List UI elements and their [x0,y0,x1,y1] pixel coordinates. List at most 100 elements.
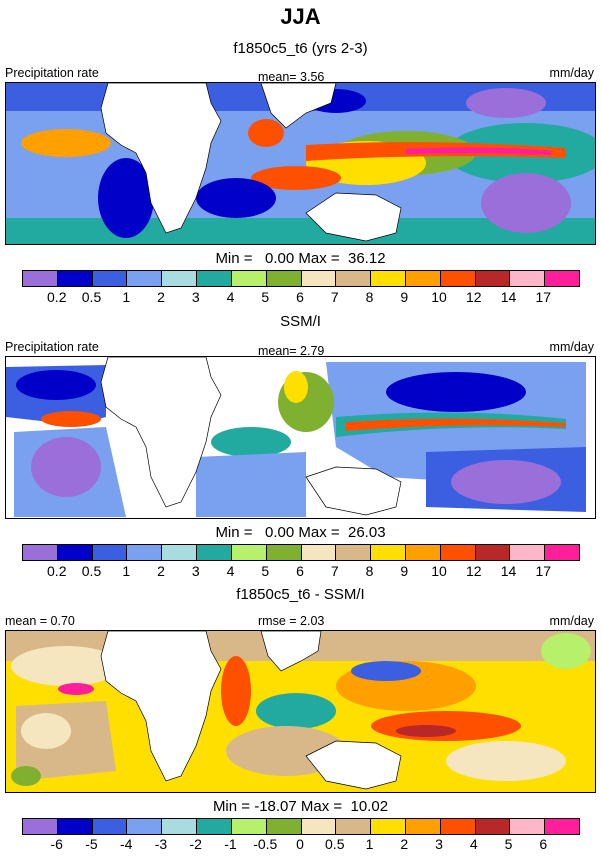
panel1-map [5,82,596,245]
panel1-subtitle: f1850c5_t6 (yrs 2-3) [233,40,368,57]
colorbar-tick-label: -1 [224,836,237,852]
colorbar-tick-label: 10 [431,289,447,305]
panel3-rmse-label: rmse = 2.03 [258,614,325,628]
colorbar-tick-label: 14 [500,289,517,305]
panel1-map-graphic [6,83,595,244]
colorbar-swatch [57,271,93,286]
colorbar-swatch [57,545,93,560]
panel3-subtitle: f1850c5_t6 - SSM/I [236,586,365,603]
colorbar-tick-label: 1 [365,836,374,852]
colorbar-tick-label: 17 [535,289,552,305]
panel3-minmax: Min = -18.07 Max = 10.02 [212,798,389,815]
colorbar-tick-label: 1 [122,563,131,579]
colorbar-tick-label: 2 [157,563,165,579]
colorbar-tick-label: 6 [539,836,548,852]
panel2-minmax: Min = 0.00 Max = 26.03 [215,524,386,541]
colorbar-tick-label: 4 [469,836,478,852]
colorbar-swatch [440,271,476,286]
colorbar-swatch [197,545,232,560]
colorbar-tick-label: 0.2 [47,289,67,305]
colorbar-swatch [475,545,511,560]
colorbar-swatch [336,545,372,560]
panel1-colorbar [22,270,580,287]
colorbar-swatch [266,819,302,834]
colorbar-swatch [92,271,128,286]
panel1-units: mm/day [549,66,594,80]
colorbar-swatch [301,819,337,834]
colorbar-tick-label: 3 [191,289,200,305]
colorbar-swatch [127,819,163,834]
colorbar-tick-label: 9 [400,289,409,305]
colorbar-tick-label: 7 [330,563,339,579]
panel3-colorbar-ticks: -6 -5 -4 -3 -2 -1 -0.5 0 0.5 1 2 3 4 5 6 [22,836,578,854]
colorbar-swatch [162,819,198,834]
colorbar-swatch [440,545,476,560]
colorbar-swatch [127,271,163,286]
colorbar-swatch [336,819,372,834]
colorbar-tick-label: 3 [435,836,443,852]
panel2-map [5,356,596,519]
colorbar-swatch [510,819,546,834]
colorbar-swatch [301,545,337,560]
colorbar-swatch [475,271,511,286]
colorbar-swatch [510,271,546,286]
colorbar-swatch [301,271,337,286]
colorbar-swatch [266,271,302,286]
panel2-colorbar-ticks: 0.2 0.5 1 2 3 4 5 6 7 8 9 10 12 14 17 [22,563,578,581]
colorbar-tick-label: -5 [85,836,98,852]
colorbar-tick-label: 0.2 [47,563,67,579]
panel1-minmax: Min = 0.00 Max = 36.12 [215,250,386,267]
colorbar-tick-label: 12 [465,289,482,305]
panel2-left-label: Precipitation rate [5,340,99,354]
colorbar-tick-label: 0.5 [81,289,102,305]
panel1-mean-label: mean= 3.56 [258,70,325,84]
colorbar-tick-label: 3 [191,563,200,579]
colorbar-swatch [92,819,128,834]
colorbar-tick-label: 8 [365,563,374,579]
panel2-units: mm/day [549,340,594,354]
colorbar-tick-label: 2 [157,289,165,305]
colorbar-tick-label: 5 [504,836,513,852]
colorbar-swatch [197,819,232,834]
colorbar-tick-label: 0 [296,836,304,852]
colorbar-swatch [405,271,441,286]
panel2-map-graphic [6,357,595,518]
panel3-mean-label: mean = 0.70 [5,614,75,628]
colorbar-tick-label: 17 [535,563,552,579]
colorbar-swatch [545,819,579,834]
panel1-colorbar-ticks: 0.2 0.5 1 2 3 4 5 6 7 8 9 10 12 14 17 [22,289,578,307]
colorbar-swatch [231,271,267,286]
colorbar-swatch [371,271,406,286]
colorbar-tick-label: 4 [226,289,235,305]
colorbar-swatch [405,819,441,834]
colorbar-tick-label: 0.5 [81,563,102,579]
colorbar-tick-label: 1 [122,289,131,305]
panel2-subtitle: SSM/I [280,313,321,330]
panel3-map [5,630,596,793]
colorbar-tick-label: 6 [296,563,304,579]
colorbar-swatch [127,545,163,560]
panel3-map-graphic [6,631,595,792]
colorbar-swatch [23,819,58,834]
panel2-mean-label: mean= 2.79 [258,344,325,358]
colorbar-swatch [231,545,267,560]
colorbar-swatch [371,819,406,834]
colorbar-swatch [92,545,128,560]
colorbar-tick-label: 4 [226,563,235,579]
panel2-colorbar [22,544,580,561]
colorbar-tick-label: 12 [465,563,482,579]
colorbar-swatch [475,819,511,834]
colorbar-swatch [266,545,302,560]
colorbar-tick-label: -4 [120,836,133,852]
colorbar-tick-label: 7 [330,289,339,305]
colorbar-tick-label: 5 [261,289,270,305]
colorbar-tick-label: 9 [400,563,409,579]
colorbar-swatch [336,271,372,286]
colorbar-tick-label: 0.5 [325,836,345,852]
colorbar-swatch [57,819,93,834]
colorbar-swatch [510,545,546,560]
colorbar-tick-label: -2 [189,836,202,852]
panel3-units: mm/day [549,614,594,628]
colorbar-swatch [545,545,579,560]
colorbar-tick-label: 6 [296,289,304,305]
